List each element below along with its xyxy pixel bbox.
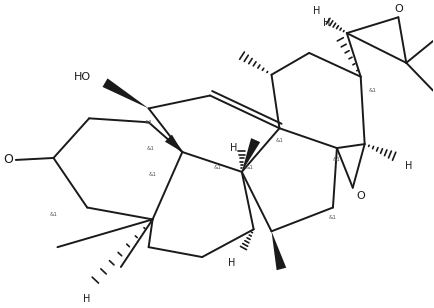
Text: &1: &1 xyxy=(145,120,152,125)
Text: &1: &1 xyxy=(275,138,283,143)
Text: HO: HO xyxy=(74,72,91,82)
Text: O: O xyxy=(3,153,13,166)
Text: H: H xyxy=(228,258,235,268)
Text: &1: &1 xyxy=(332,157,340,162)
Text: H: H xyxy=(322,18,330,28)
Polygon shape xyxy=(164,135,182,152)
Text: &1: &1 xyxy=(49,212,57,217)
Text: O: O xyxy=(393,4,402,14)
Polygon shape xyxy=(102,78,148,108)
Text: H: H xyxy=(230,143,237,153)
Polygon shape xyxy=(241,138,260,172)
Text: &1: &1 xyxy=(214,165,221,170)
Text: H: H xyxy=(312,6,320,16)
Text: O: O xyxy=(355,191,364,201)
Text: H: H xyxy=(83,294,91,304)
Text: H: H xyxy=(404,161,411,171)
Text: &1: &1 xyxy=(328,215,336,220)
Text: &1: &1 xyxy=(146,146,154,151)
Text: &1: &1 xyxy=(368,88,376,93)
Text: &1: &1 xyxy=(148,172,156,177)
Text: &1: &1 xyxy=(245,165,253,170)
Polygon shape xyxy=(271,231,286,270)
